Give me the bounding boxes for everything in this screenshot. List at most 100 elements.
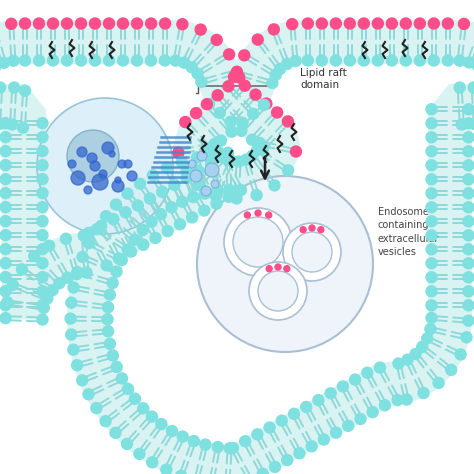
Circle shape (18, 122, 28, 133)
Circle shape (267, 78, 278, 89)
Circle shape (96, 220, 107, 231)
Circle shape (337, 381, 348, 392)
Circle shape (146, 411, 157, 422)
Circle shape (37, 160, 48, 171)
Circle shape (188, 160, 196, 168)
Circle shape (0, 188, 11, 199)
Circle shape (289, 408, 300, 419)
Circle shape (170, 55, 181, 66)
Circle shape (0, 201, 11, 213)
Circle shape (109, 151, 115, 157)
Circle shape (418, 388, 429, 399)
Circle shape (203, 99, 215, 109)
Circle shape (372, 18, 383, 29)
Circle shape (426, 312, 437, 323)
Circle shape (161, 464, 172, 474)
Circle shape (454, 82, 465, 93)
Circle shape (463, 132, 474, 143)
Circle shape (442, 18, 453, 29)
Circle shape (110, 199, 121, 210)
Circle shape (248, 109, 259, 119)
Circle shape (264, 422, 275, 433)
Circle shape (122, 383, 134, 394)
Circle shape (226, 155, 237, 166)
Text: Lipid raft
domain: Lipid raft domain (300, 68, 347, 91)
Circle shape (463, 160, 474, 171)
Circle shape (463, 188, 474, 199)
Circle shape (426, 286, 437, 297)
Circle shape (134, 448, 145, 459)
Circle shape (138, 239, 149, 250)
Circle shape (160, 18, 171, 29)
Circle shape (283, 223, 341, 281)
Circle shape (0, 119, 4, 130)
Circle shape (417, 341, 428, 352)
Circle shape (282, 58, 292, 69)
Circle shape (42, 293, 53, 304)
Circle shape (38, 302, 49, 313)
Circle shape (456, 119, 467, 130)
Circle shape (402, 354, 413, 365)
Circle shape (319, 434, 329, 445)
Circle shape (200, 439, 211, 450)
Circle shape (72, 266, 83, 278)
Circle shape (240, 436, 251, 447)
Circle shape (239, 80, 250, 91)
Circle shape (7, 119, 18, 130)
Circle shape (0, 146, 11, 157)
Circle shape (426, 216, 437, 227)
Circle shape (0, 57, 9, 68)
Circle shape (155, 209, 166, 220)
Circle shape (463, 300, 474, 311)
Circle shape (426, 272, 437, 283)
Circle shape (0, 132, 11, 143)
Circle shape (126, 246, 137, 257)
Circle shape (212, 185, 223, 197)
Circle shape (228, 71, 239, 82)
Circle shape (284, 266, 290, 272)
Circle shape (224, 49, 235, 60)
Circle shape (37, 173, 48, 185)
Circle shape (77, 375, 88, 386)
Circle shape (454, 55, 465, 66)
Circle shape (129, 234, 140, 245)
Circle shape (270, 461, 281, 473)
Circle shape (90, 161, 100, 171)
Circle shape (268, 24, 279, 35)
Circle shape (231, 66, 242, 77)
Circle shape (83, 228, 94, 238)
Circle shape (0, 286, 11, 297)
Circle shape (146, 18, 156, 29)
Circle shape (81, 267, 92, 278)
Circle shape (200, 188, 210, 199)
Circle shape (60, 233, 72, 244)
Circle shape (442, 55, 453, 66)
Circle shape (2, 297, 13, 308)
Circle shape (306, 441, 317, 452)
Circle shape (0, 230, 11, 241)
Circle shape (91, 224, 102, 235)
Circle shape (313, 395, 324, 406)
Circle shape (226, 126, 237, 137)
Circle shape (223, 81, 234, 92)
Circle shape (137, 225, 148, 236)
Circle shape (426, 132, 437, 143)
Circle shape (122, 188, 133, 199)
Circle shape (349, 374, 361, 385)
Circle shape (446, 365, 456, 375)
Circle shape (71, 171, 85, 185)
Circle shape (0, 272, 11, 283)
Circle shape (274, 64, 285, 74)
Circle shape (426, 258, 437, 269)
Circle shape (237, 117, 248, 128)
Circle shape (111, 361, 122, 373)
Circle shape (372, 55, 383, 66)
Circle shape (386, 55, 397, 66)
Circle shape (135, 178, 146, 189)
Circle shape (282, 455, 293, 465)
Circle shape (146, 216, 157, 227)
Circle shape (195, 24, 206, 35)
Circle shape (428, 55, 439, 66)
Circle shape (393, 358, 404, 369)
Circle shape (166, 202, 177, 213)
